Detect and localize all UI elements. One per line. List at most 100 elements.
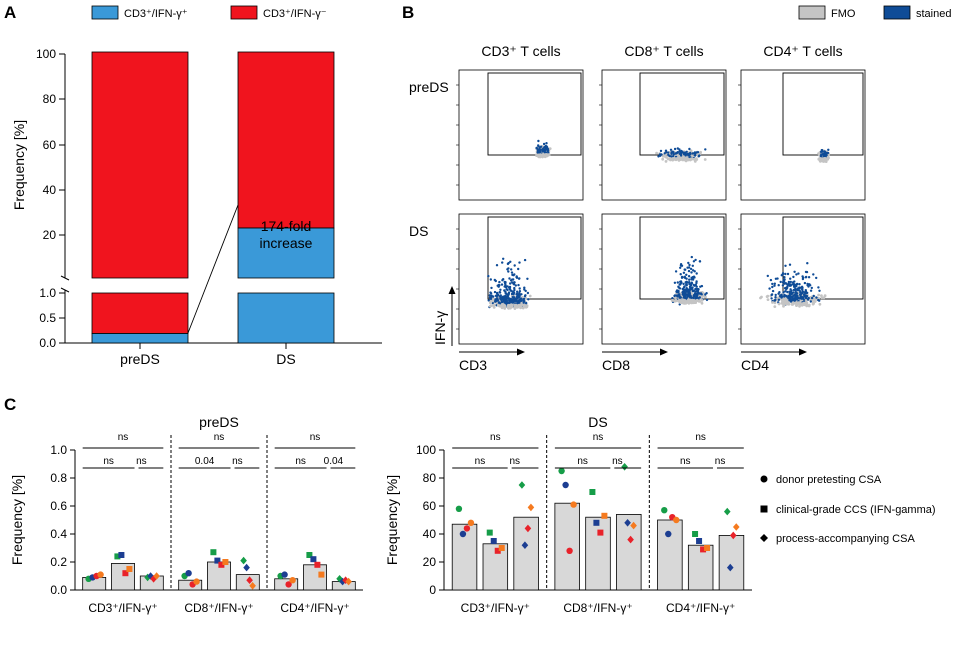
flow-event-stained (489, 292, 493, 295)
flow-event-fmo (500, 306, 504, 310)
c-point-diamond (627, 535, 634, 544)
c-point-diamond (726, 563, 734, 572)
flow-event-stained (678, 293, 681, 296)
flow-event-stained (792, 275, 795, 279)
flow-event-stained (822, 152, 825, 155)
c-ytick: 20 (423, 555, 437, 569)
c-point-circle (281, 571, 288, 578)
panel-label-a: A (4, 3, 16, 22)
flow-event-stained (684, 268, 687, 271)
flow-event-stained (683, 289, 686, 292)
flow-event-stained (776, 277, 779, 280)
c-point-circle (570, 501, 577, 508)
flow-event-fmo (519, 306, 522, 310)
flow-event-stained (785, 286, 789, 290)
flow-event-stained (684, 281, 687, 284)
flow-event-stained (796, 287, 800, 290)
flow-event-stained (680, 264, 684, 267)
flow-event-stained (694, 258, 697, 262)
flow-event-stained (771, 285, 774, 289)
a-ytick: 100 (36, 47, 56, 61)
c-ds-chart: Frequency [%] 0 20 40 60 80 100 DS ns ns ns CD3⁺/IF… (384, 414, 752, 615)
a-ytick: 0.0 (39, 336, 56, 350)
flow-event-stained (798, 283, 801, 286)
flow-event-fmo (798, 302, 802, 305)
flow-event-stained (777, 284, 780, 287)
flow-event-stained (679, 151, 683, 155)
flow-event-stained (791, 283, 795, 286)
flow-event-stained (784, 264, 787, 267)
legend-a-blue-swatch (91, 5, 119, 20)
flow-event-stained (770, 297, 773, 300)
flow-event-stained (691, 152, 695, 155)
c-ytick: 1.0 (50, 443, 67, 457)
flow-event-fmo (516, 304, 520, 307)
flow-event-fmo (697, 299, 701, 303)
flow-event-stained (693, 276, 696, 279)
flow-event-stained (769, 278, 773, 282)
flow-event-stained (680, 276, 684, 279)
flow-event-fmo (492, 306, 496, 309)
flow-event-stained (791, 281, 795, 284)
c-point-circle (673, 516, 680, 524)
flow-event-stained (810, 286, 813, 290)
c-ytick: 0.4 (50, 527, 67, 541)
flow-event-stained (493, 290, 497, 294)
flow-gate (487, 72, 582, 156)
flow-event-stained (496, 292, 499, 295)
flow-event-stained (696, 296, 699, 299)
c-point-diamond (723, 507, 731, 516)
c-sig-right: ns (509, 456, 520, 467)
flow-event-stained (489, 278, 492, 281)
flow-event-stained (779, 295, 782, 298)
flow-event-stained (508, 277, 511, 280)
flow-event-stained (781, 272, 785, 275)
flow-cytometry-grid: CD3⁺ T cells CD8⁺ T cells CD4⁺ T cells preD… (409, 43, 866, 373)
flow-event-fmo (766, 298, 770, 301)
flow-event-stained (679, 154, 683, 157)
flow-event-stained (518, 296, 521, 299)
flow-plot-preds-cd8 (599, 69, 727, 201)
flow-event-fmo (698, 152, 702, 156)
c-ytick: 100 (416, 443, 436, 457)
c-point-diamond (243, 563, 250, 572)
c-point-diamond (240, 556, 247, 565)
flow-event-fmo (681, 299, 685, 302)
flow-event-stained (806, 262, 809, 265)
panel-label-c: C (4, 395, 16, 414)
flow-event-stained (807, 296, 810, 300)
flow-event-stained (695, 285, 698, 288)
flow-event-fmo (771, 301, 774, 304)
flow-event-stained (505, 297, 509, 301)
flow-event-stained (788, 293, 792, 296)
flow-event-stained (809, 284, 812, 287)
flow-event-stained (671, 150, 674, 153)
flow-event-fmo (687, 298, 690, 302)
flow-event-stained (509, 260, 512, 263)
flow-event-stained (782, 291, 785, 294)
flow-event-stained (527, 298, 530, 301)
c-point-diamond (521, 541, 529, 549)
a-bar-prends-positive (91, 333, 189, 344)
c-point-square (126, 566, 133, 572)
legend-c-square-label: clinical-grade CCS (IFN-gamma) (776, 504, 936, 516)
flow-event-stained (692, 260, 696, 263)
flow-event-fmo (488, 301, 492, 305)
flow-event-stained (682, 271, 686, 274)
c-point-circle (665, 530, 672, 538)
flow-event-stained (820, 149, 823, 152)
flow-plot-frame (740, 69, 866, 201)
c-point-square (597, 529, 604, 536)
flow-event-stained (685, 283, 688, 287)
flow-event-fmo (695, 299, 698, 303)
c-sig-top: ns (118, 432, 129, 443)
flow-event-stained (771, 282, 774, 286)
c-point-circle (285, 581, 292, 588)
flow-event-stained (801, 277, 805, 281)
c-point-circle (97, 571, 104, 578)
flow-event-stained (515, 292, 519, 295)
flow-gate (487, 216, 582, 300)
flow-event-fmo (673, 299, 677, 303)
flow-column-title: CD8⁺ T cells (624, 43, 703, 59)
flow-event-stained (490, 286, 493, 290)
